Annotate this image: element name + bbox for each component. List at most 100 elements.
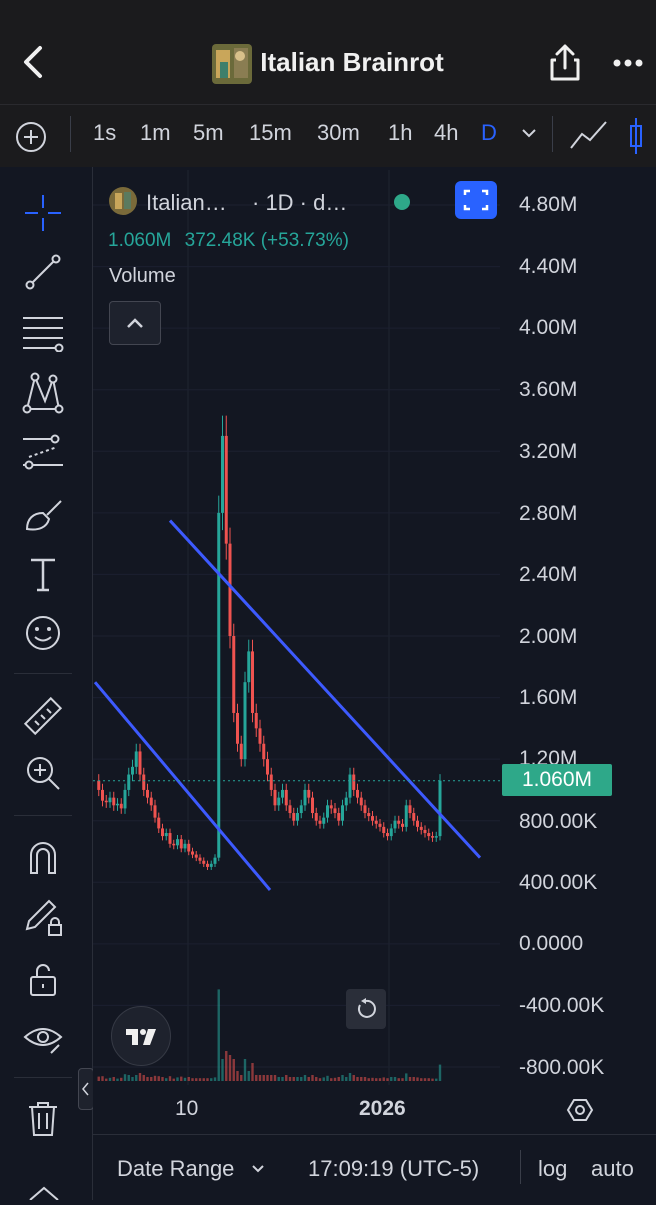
candle-body [191, 851, 194, 855]
token-avatar [212, 44, 253, 84]
more-button[interactable] [612, 56, 644, 68]
timeframe-1s[interactable]: 1s [93, 120, 117, 145]
timeframe-4h[interactable]: 4h [434, 120, 459, 145]
candle-body [352, 774, 356, 790]
share-button[interactable] [548, 42, 582, 82]
volume-bar [438, 1064, 442, 1081]
volume-bar [266, 1075, 269, 1081]
fib-retracement-tool[interactable] [16, 305, 70, 359]
candle-body [209, 863, 213, 867]
volume-bar [288, 1077, 292, 1081]
magnet-tool[interactable] [16, 830, 70, 884]
crosshair-icon [25, 195, 61, 231]
volume-bar [116, 1078, 119, 1081]
fib-retracement-icon [23, 317, 64, 352]
timeframe-d[interactable]: D [481, 120, 497, 145]
volume-bar [423, 1078, 427, 1081]
trendline [168, 519, 482, 859]
brush-tool[interactable] [16, 488, 70, 542]
volume-bar [431, 1078, 434, 1081]
volume-bar [198, 1078, 202, 1081]
chart-type-line-button[interactable] [568, 118, 610, 152]
candle-body [386, 833, 389, 837]
smiley-icon [26, 616, 60, 650]
candle-body [217, 512, 221, 858]
crosshair-tool[interactable] [16, 186, 70, 240]
visibility-tool[interactable] [16, 1012, 70, 1066]
tradingview-logo[interactable] [111, 1006, 171, 1066]
back-button[interactable] [18, 44, 50, 80]
add-indicator-button[interactable] [14, 120, 48, 154]
timeframe-1h[interactable]: 1h [388, 120, 413, 145]
indicator-label[interactable]: Volume [109, 265, 176, 287]
lock-drawings-tool[interactable] [16, 890, 70, 944]
volume-bar [270, 1075, 273, 1081]
last-price-tag: 1.060M [502, 764, 612, 796]
volume-bar [333, 1077, 337, 1081]
page-title[interactable]: Italian Brainrot [0, 44, 656, 84]
chevron-up-icon [127, 318, 143, 328]
timeframe-1m[interactable]: 1m [140, 120, 171, 145]
legend-meta: · 1D · d… [252, 190, 348, 215]
timeframe-30m[interactable]: 30m [317, 120, 360, 145]
legend-change: 372.48K [184, 230, 256, 251]
reset-chart-button[interactable] [346, 989, 386, 1029]
volume-bar [285, 1075, 288, 1081]
legend-symbol[interactable]: Italian… [146, 190, 227, 215]
x-tick: 10 [175, 1097, 199, 1120]
unlock-tool[interactable] [16, 952, 70, 1006]
text-tool[interactable] [16, 547, 70, 601]
delete-drawings-tool[interactable] [16, 1092, 70, 1146]
chevron-left-icon [24, 46, 42, 78]
timeframe-15m[interactable]: 15m [249, 120, 292, 145]
toolbar-more-tool[interactable] [24, 1178, 64, 1201]
volume-bar [112, 1077, 115, 1081]
date-range-button[interactable]: Date Range [117, 1156, 235, 1181]
volume-bar [206, 1078, 209, 1081]
volume-bar [213, 1077, 217, 1081]
chevron-down-icon [252, 1165, 264, 1173]
volume-bar [330, 1078, 333, 1081]
trendline [93, 681, 272, 891]
zoom-tool[interactable] [16, 746, 70, 800]
candle-body [382, 826, 386, 834]
trendline-tool[interactable] [16, 245, 70, 299]
volume-bar [108, 1077, 112, 1081]
chart-type-candles-button[interactable] [624, 116, 656, 156]
log-scale-toggle[interactable]: log [538, 1156, 568, 1181]
clock[interactable]: 17:09:19 (UTC-5) [308, 1156, 480, 1181]
pattern-tool[interactable] [16, 366, 70, 420]
emoji-tool[interactable] [16, 606, 70, 660]
forecasting-tool[interactable] [16, 426, 70, 480]
candle-body [243, 682, 247, 760]
candle-body [262, 743, 266, 760]
candle-body [378, 823, 382, 827]
date-range-dropdown[interactable] [250, 1162, 266, 1174]
x-tick: 2026 [359, 1097, 406, 1120]
page-title-text: Italian Brainrot [260, 46, 444, 77]
volume-bar [127, 1075, 130, 1081]
collapse-legend-button[interactable] [109, 301, 161, 345]
volume-bar [311, 1075, 314, 1081]
measure-tool[interactable] [16, 690, 70, 744]
timeframe-5m[interactable]: 5m [193, 120, 224, 145]
volume-bar [401, 1078, 404, 1081]
volume-bar [390, 1077, 393, 1081]
candle-body [427, 833, 431, 837]
candle-body [284, 789, 288, 806]
y-tick: 2.80M [519, 502, 578, 525]
auto-scale-toggle[interactable]: auto [591, 1156, 634, 1181]
candle-body [359, 797, 363, 806]
candle-body [172, 843, 176, 846]
fullscreen-button[interactable] [455, 181, 497, 219]
volume-bar [262, 1075, 265, 1081]
axis-settings-button[interactable] [566, 1096, 594, 1124]
volume-bar [183, 1077, 187, 1081]
volume-bar [397, 1078, 400, 1081]
volume-bar [345, 1077, 348, 1081]
y-tick: -800.00K [519, 1056, 605, 1079]
timeframe-dropdown[interactable] [520, 126, 538, 140]
candle-body [337, 813, 341, 821]
candle-body [194, 854, 198, 858]
